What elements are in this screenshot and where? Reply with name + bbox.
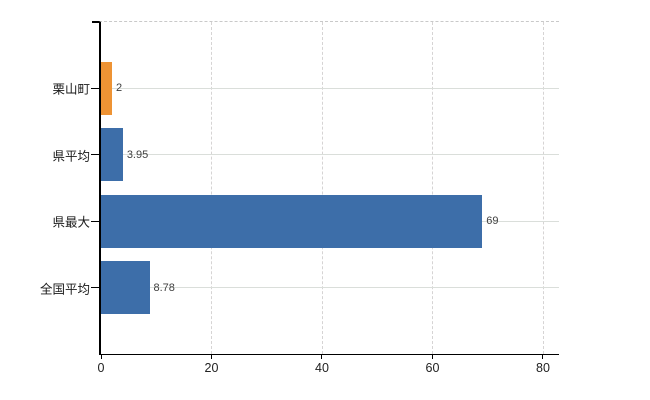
x-axis-tick — [100, 354, 102, 359]
gridline-vertical — [432, 22, 434, 354]
gridline-horizontal — [101, 287, 559, 289]
x-axis-tick — [210, 354, 212, 359]
x-tick-label: 60 — [425, 361, 440, 375]
category-label: 全国平均 — [39, 282, 90, 297]
bar — [101, 261, 150, 315]
y-axis-tick — [91, 220, 99, 222]
x-tick-label: 80 — [536, 361, 550, 375]
category-label: 栗山町 — [52, 82, 90, 97]
bar-value-label: 8.78 — [153, 281, 175, 294]
category-label: 県平均 — [52, 149, 90, 164]
y-axis-tick — [91, 87, 99, 89]
gridline-horizontal — [101, 87, 559, 89]
y-axis-top-tick — [92, 21, 99, 23]
x-tick-label: 0 — [97, 361, 105, 375]
gridline-vertical — [542, 22, 544, 354]
x-tick-label: 20 — [204, 361, 219, 375]
x-tick-label: 40 — [315, 361, 329, 375]
gridline-vertical — [321, 22, 323, 354]
x-axis-tick — [321, 354, 323, 359]
bar — [101, 61, 113, 115]
bar-value-label: 69 — [486, 215, 499, 228]
x-axis-tick — [542, 354, 544, 359]
plot-area: 0 20 40 60 80 栗山町 2 県平均 3.95 県最大 69 全国平均 8.78 — [40, 21, 559, 375]
bar-value-label: 2 — [116, 82, 123, 95]
gridline-horizontal — [101, 154, 559, 156]
bar — [101, 128, 123, 182]
gridline-vertical — [211, 22, 213, 354]
y-axis-tick — [91, 154, 99, 156]
category-label: 県最大 — [52, 215, 90, 230]
bar-value-label: 3.95 — [126, 148, 149, 161]
bar — [101, 194, 483, 248]
x-axis-tick — [431, 354, 433, 359]
y-axis-tick — [91, 287, 99, 289]
